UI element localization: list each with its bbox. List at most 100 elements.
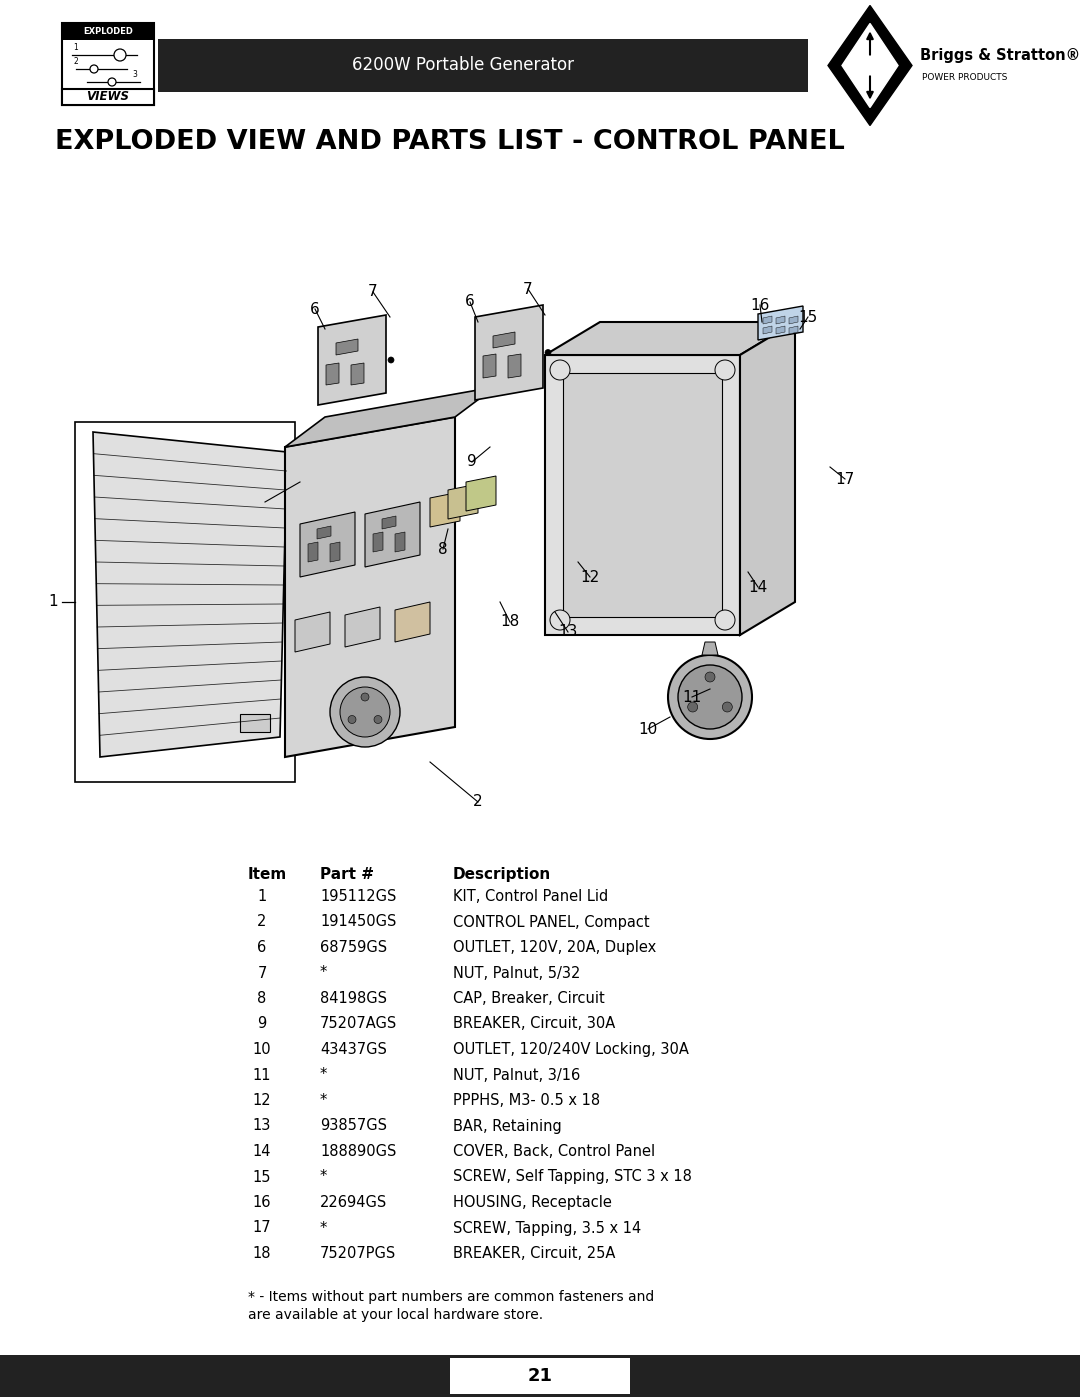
Polygon shape bbox=[285, 416, 455, 757]
Circle shape bbox=[669, 655, 752, 739]
Text: 16: 16 bbox=[253, 1194, 271, 1210]
Text: Description: Description bbox=[453, 868, 551, 882]
Polygon shape bbox=[828, 6, 912, 126]
Polygon shape bbox=[448, 483, 478, 520]
Text: 12: 12 bbox=[253, 1092, 271, 1108]
Text: 18: 18 bbox=[253, 1246, 271, 1261]
Polygon shape bbox=[702, 643, 718, 655]
Polygon shape bbox=[395, 602, 430, 643]
Polygon shape bbox=[336, 339, 357, 355]
Polygon shape bbox=[762, 316, 772, 324]
Text: 2: 2 bbox=[257, 915, 267, 929]
Text: 6: 6 bbox=[465, 295, 475, 310]
Text: 14: 14 bbox=[748, 580, 768, 595]
Text: BREAKER, Circuit, 25A: BREAKER, Circuit, 25A bbox=[453, 1246, 616, 1261]
Circle shape bbox=[361, 693, 369, 701]
Text: PPPHS, M3- 0.5 x 18: PPPHS, M3- 0.5 x 18 bbox=[453, 1092, 600, 1108]
Text: 2: 2 bbox=[73, 57, 78, 66]
Text: EXPLODED: EXPLODED bbox=[83, 27, 133, 36]
Text: 13: 13 bbox=[253, 1119, 271, 1133]
Polygon shape bbox=[351, 363, 364, 386]
Bar bbox=[62, 22, 154, 41]
Bar bbox=[450, 1358, 630, 1394]
Text: 6: 6 bbox=[257, 940, 267, 956]
Text: 1: 1 bbox=[73, 43, 78, 52]
Polygon shape bbox=[285, 387, 495, 447]
Circle shape bbox=[330, 678, 400, 747]
Polygon shape bbox=[93, 432, 287, 757]
Text: 13: 13 bbox=[558, 624, 578, 640]
Text: CONTROL PANEL, Compact: CONTROL PANEL, Compact bbox=[453, 915, 650, 929]
Polygon shape bbox=[330, 542, 340, 562]
Bar bbox=[158, 39, 808, 92]
Text: 11: 11 bbox=[253, 1067, 271, 1083]
Text: 7: 7 bbox=[257, 965, 267, 981]
Text: 93857GS: 93857GS bbox=[320, 1119, 387, 1133]
Text: 188890GS: 188890GS bbox=[320, 1144, 396, 1160]
Circle shape bbox=[723, 703, 732, 712]
Text: KIT, Control Panel Lid: KIT, Control Panel Lid bbox=[453, 888, 608, 904]
Text: Item: Item bbox=[248, 868, 287, 882]
Circle shape bbox=[108, 78, 116, 87]
Text: 18: 18 bbox=[500, 615, 519, 630]
Text: SCREW, Self Tapping, STC 3 x 18: SCREW, Self Tapping, STC 3 x 18 bbox=[453, 1169, 692, 1185]
Circle shape bbox=[374, 715, 382, 724]
Polygon shape bbox=[318, 314, 386, 405]
Text: 15: 15 bbox=[253, 1169, 271, 1185]
Text: 68759GS: 68759GS bbox=[320, 940, 387, 956]
Text: BAR, Retaining: BAR, Retaining bbox=[453, 1119, 562, 1133]
Polygon shape bbox=[762, 326, 772, 334]
Text: Part #: Part # bbox=[320, 868, 374, 882]
Polygon shape bbox=[300, 511, 355, 577]
Text: NUT, Palnut, 3/16: NUT, Palnut, 3/16 bbox=[453, 1067, 580, 1083]
Text: 3: 3 bbox=[132, 70, 137, 80]
Text: 9: 9 bbox=[257, 1017, 267, 1031]
Text: 191450GS: 191450GS bbox=[320, 915, 396, 929]
Text: 7: 7 bbox=[368, 285, 378, 299]
Circle shape bbox=[348, 715, 356, 724]
Bar bbox=[563, 373, 723, 617]
Text: 15: 15 bbox=[798, 310, 818, 324]
Text: * - Items without part numbers are common fasteners and: * - Items without part numbers are commo… bbox=[248, 1289, 654, 1303]
Text: 1: 1 bbox=[257, 888, 267, 904]
Text: 11: 11 bbox=[683, 690, 702, 704]
Polygon shape bbox=[842, 24, 897, 108]
Circle shape bbox=[688, 703, 698, 712]
Polygon shape bbox=[326, 363, 339, 386]
Text: VIEWS: VIEWS bbox=[86, 91, 130, 103]
Text: 84198GS: 84198GS bbox=[320, 990, 387, 1006]
Text: COVER, Back, Control Panel: COVER, Back, Control Panel bbox=[453, 1144, 656, 1160]
Text: 2: 2 bbox=[473, 795, 483, 809]
Polygon shape bbox=[789, 316, 798, 324]
Polygon shape bbox=[545, 321, 795, 355]
Polygon shape bbox=[395, 532, 405, 552]
Text: 195112GS: 195112GS bbox=[320, 888, 396, 904]
Text: 6200W Portable Generator: 6200W Portable Generator bbox=[352, 56, 573, 74]
Polygon shape bbox=[483, 353, 496, 379]
Circle shape bbox=[678, 665, 742, 729]
Text: SCREW, Tapping, 3.5 x 14: SCREW, Tapping, 3.5 x 14 bbox=[453, 1221, 642, 1235]
Polygon shape bbox=[789, 326, 798, 334]
Polygon shape bbox=[365, 502, 420, 567]
Text: 17: 17 bbox=[253, 1221, 271, 1235]
Circle shape bbox=[705, 672, 715, 682]
Text: 8: 8 bbox=[257, 990, 267, 1006]
Text: 22694GS: 22694GS bbox=[320, 1194, 388, 1210]
Bar bbox=[62, 22, 154, 105]
Circle shape bbox=[715, 360, 735, 380]
Polygon shape bbox=[475, 305, 543, 400]
Text: 75207PGS: 75207PGS bbox=[320, 1246, 396, 1261]
Polygon shape bbox=[382, 515, 396, 529]
Text: 75207AGS: 75207AGS bbox=[320, 1017, 397, 1031]
Text: POWER PRODUCTS: POWER PRODUCTS bbox=[922, 73, 1008, 82]
Circle shape bbox=[114, 49, 126, 61]
Circle shape bbox=[90, 66, 98, 73]
Polygon shape bbox=[758, 306, 804, 339]
Text: *: * bbox=[320, 965, 327, 981]
Polygon shape bbox=[308, 542, 318, 562]
Text: EXPLODED VIEW AND PARTS LIST - CONTROL PANEL: EXPLODED VIEW AND PARTS LIST - CONTROL P… bbox=[55, 129, 845, 155]
Text: 10: 10 bbox=[638, 721, 658, 736]
Text: *: * bbox=[320, 1169, 327, 1185]
Circle shape bbox=[340, 687, 390, 738]
Text: 12: 12 bbox=[580, 570, 599, 584]
